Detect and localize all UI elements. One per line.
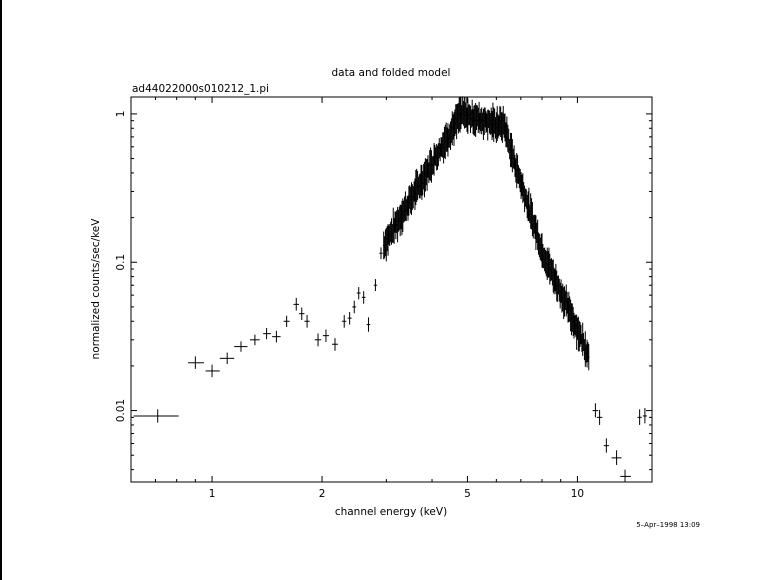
data-point <box>342 315 347 328</box>
data-point <box>620 469 631 482</box>
data-point <box>314 333 322 347</box>
y-tick-label: 0.01 <box>115 399 127 422</box>
y-tick-label: 0.1 <box>115 254 127 271</box>
data-point <box>356 287 361 300</box>
data-point <box>332 338 338 351</box>
data-point <box>347 311 352 325</box>
x-tick-label: 10 <box>571 488 584 500</box>
data-point <box>596 409 603 425</box>
dense-data-point <box>528 187 530 222</box>
y-tick-label: 1 <box>115 111 127 118</box>
data-group <box>133 96 647 482</box>
data-point <box>361 291 366 304</box>
data-point <box>379 247 383 260</box>
data-point <box>611 450 622 465</box>
data-point <box>272 330 281 343</box>
data-point <box>249 334 260 346</box>
data-point <box>299 307 305 320</box>
x-tick-label: 5 <box>464 488 471 500</box>
chart-title: data and folded model <box>332 67 451 79</box>
timestamp: 5–Apr–1998 13:09 <box>636 521 700 529</box>
data-point <box>592 403 599 418</box>
axes-group: 1 2 5 10 0.01 0.1 1 <box>115 97 652 500</box>
x-tick-label: 1 <box>209 488 216 500</box>
x-tick-label: 2 <box>319 488 326 500</box>
data-point <box>133 409 179 423</box>
data-point <box>322 329 330 342</box>
plot-frame <box>130 96 653 483</box>
dense-data-point <box>587 344 590 371</box>
data-point <box>283 315 290 327</box>
x-axis-label: channel energy (keV) <box>335 506 447 518</box>
data-point <box>373 279 378 291</box>
y-axis-label: normalized counts/sec/keV <box>90 218 102 360</box>
data-point <box>352 300 357 314</box>
left-border-line <box>0 0 2 580</box>
data-point <box>366 317 371 332</box>
data-point <box>637 409 642 425</box>
data-point <box>304 314 310 328</box>
data-point <box>234 341 248 352</box>
data-point <box>293 297 300 311</box>
data-point <box>642 408 647 424</box>
data-point <box>219 352 235 365</box>
data-point <box>188 356 204 369</box>
chart-subtitle: ad44022000s010212_1.pi <box>132 83 269 95</box>
data-point <box>205 364 220 378</box>
data-point <box>263 328 272 340</box>
data-point <box>603 438 609 453</box>
